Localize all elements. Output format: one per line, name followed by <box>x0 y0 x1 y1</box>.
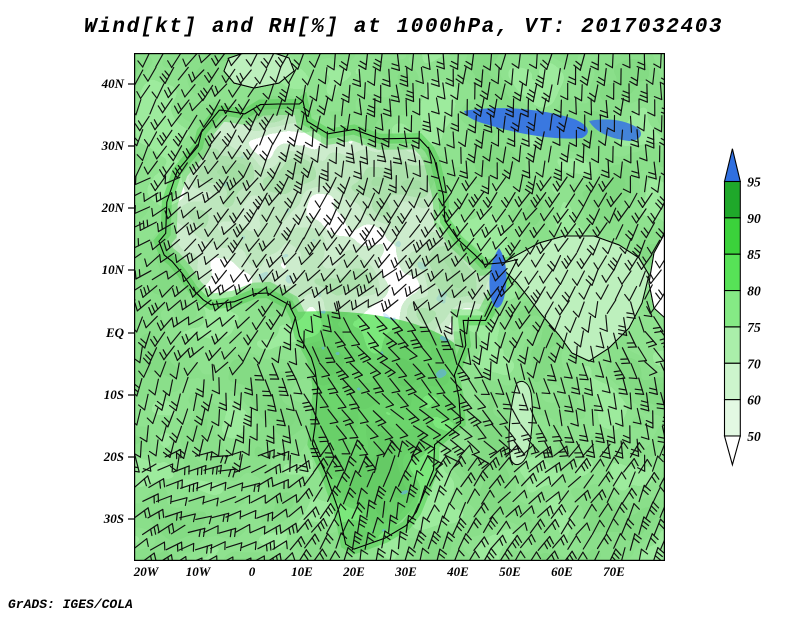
svg-text:95: 95 <box>747 175 761 190</box>
svg-text:80: 80 <box>747 284 761 299</box>
svg-text:90: 90 <box>747 211 761 226</box>
svg-text:85: 85 <box>747 247 761 262</box>
svg-text:75: 75 <box>747 320 761 335</box>
svg-text:70: 70 <box>747 356 761 371</box>
svg-text:60: 60 <box>747 393 761 408</box>
svg-text:50: 50 <box>747 429 761 444</box>
